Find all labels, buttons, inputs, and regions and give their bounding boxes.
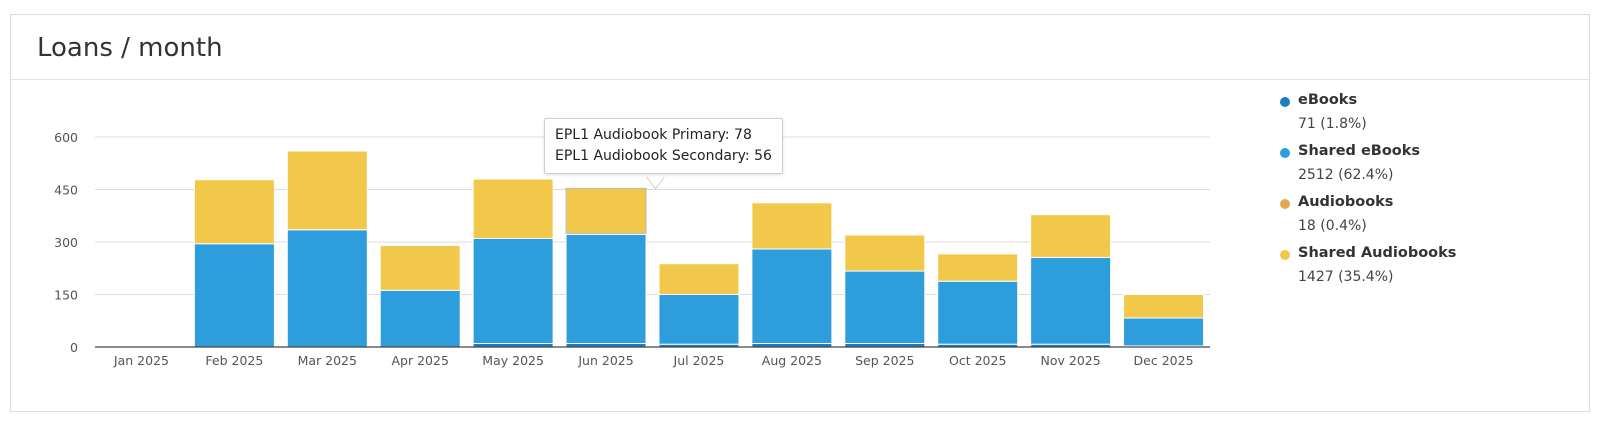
legend-marker-icon — [1280, 199, 1290, 209]
tooltip-line-primary: EPL1 Audiobook Primary: 78 — [555, 127, 752, 143]
x-tick-label: Jul 2025 — [673, 353, 725, 368]
bar-shared_audiobooks — [937, 253, 1019, 282]
tooltip-line-secondary: EPL1 Audiobook Secondary: 56 — [555, 148, 772, 164]
bar-shared_audiobooks — [286, 150, 368, 231]
legend-series-value: 2512 (62.4%) — [1298, 167, 1394, 183]
chart-tooltip: EPL1 Audiobook Primary: 78 EPL1 Audioboo… — [544, 118, 783, 174]
y-tick-label: 0 — [70, 340, 78, 355]
bar-shared_audiobooks — [1030, 214, 1112, 258]
legend-series-value: 71 (1.8%) — [1298, 116, 1367, 132]
bar-shared_ebooks — [937, 280, 1019, 345]
x-tick-label: Sep 2025 — [855, 353, 914, 368]
bar-shared_ebooks — [751, 248, 833, 344]
bar-shared_audiobooks — [379, 245, 461, 291]
bar-shared_audiobooks — [193, 179, 275, 245]
bar-shared_audiobooks — [751, 202, 833, 250]
bar-shared_audiobooks — [1123, 294, 1205, 319]
legend-series-name: Audiobooks — [1298, 194, 1394, 210]
bar-shared_ebooks — [379, 289, 461, 348]
x-tick-label: May 2025 — [482, 353, 544, 368]
x-tick-label: Jun 2025 — [577, 353, 633, 368]
legend-marker-icon — [1280, 250, 1290, 260]
x-tick-label: Jan 2025 — [113, 353, 169, 368]
x-tick-label: Oct 2025 — [949, 353, 1006, 368]
bar-shared_ebooks — [844, 270, 926, 344]
legend-series-name: Shared Audiobooks — [1298, 245, 1457, 261]
x-tick-label: Dec 2025 — [1134, 353, 1194, 368]
y-tick-label: 450 — [54, 183, 78, 198]
bar-shared_ebooks — [193, 243, 275, 348]
legend-series-value: 18 (0.4%) — [1298, 218, 1367, 234]
bar-shared_ebooks — [1123, 317, 1205, 347]
legend-series-name: Shared eBooks — [1298, 143, 1421, 159]
bar-shared_audiobooks — [844, 234, 926, 272]
y-tick-label: 300 — [54, 235, 78, 250]
panel-title: Loans / month — [37, 33, 223, 63]
x-tick-label: Nov 2025 — [1041, 353, 1101, 368]
x-tick-label: Mar 2025 — [298, 353, 357, 368]
y-tick-label: 150 — [54, 288, 78, 303]
legend-series-name: eBooks — [1298, 92, 1358, 108]
x-tick-label: Aug 2025 — [762, 353, 822, 368]
legend-series-value: 1427 (35.4%) — [1298, 269, 1394, 285]
bar-shared_ebooks — [472, 238, 554, 344]
legend-marker-icon — [1280, 148, 1290, 158]
bar-shared_audiobooks — [565, 186, 647, 235]
panel-header: Loans / month — [11, 15, 1589, 80]
bar-shared_ebooks — [286, 229, 368, 348]
x-tick-label: Feb 2025 — [205, 353, 263, 368]
y-tick-label: 600 — [54, 130, 78, 145]
legend-marker-icon — [1280, 97, 1290, 107]
bar-shared_ebooks — [1030, 256, 1112, 345]
hover-highlight — [565, 187, 647, 234]
x-tick-label: Apr 2025 — [391, 353, 448, 368]
bar-shared_audiobooks — [472, 178, 554, 239]
bar-shared_audiobooks — [658, 263, 740, 296]
bar-shared_ebooks — [565, 233, 647, 344]
bar-shared_ebooks — [658, 294, 740, 345]
